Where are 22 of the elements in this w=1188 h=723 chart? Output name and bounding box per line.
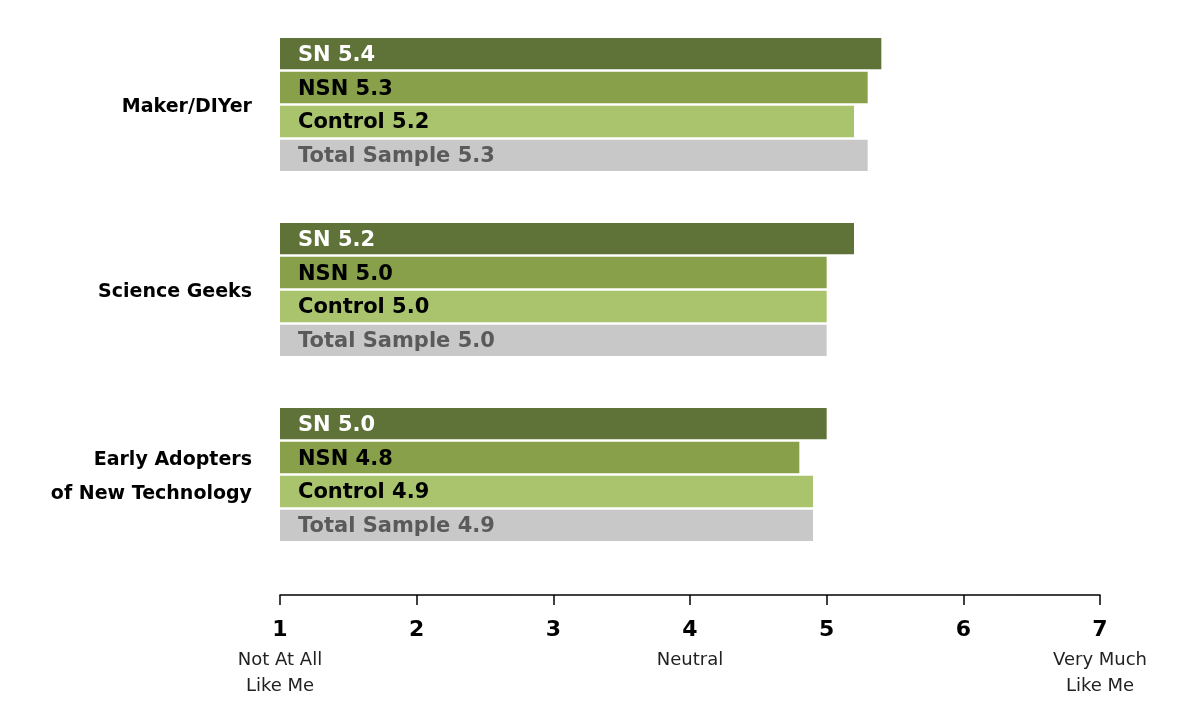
text: Control 4.9 xyxy=(298,479,430,504)
y-tick-label: Early Adopters of New Technology xyxy=(50,446,253,503)
x-tick-label: 6 xyxy=(955,615,971,641)
y-tick-label: Science Geeks xyxy=(98,278,252,301)
text: NSN 4.8 xyxy=(298,445,393,470)
x-tick-label: 4 Neutral xyxy=(656,615,724,669)
text: SN 5.2 xyxy=(298,226,376,251)
x-tick-label: 1 Not At All Like Me xyxy=(237,615,323,695)
text: NSN 5.3 xyxy=(298,75,393,100)
text: Total Sample 4.9 xyxy=(298,513,495,538)
text: NSN 5.0 xyxy=(298,260,393,285)
x-tick-label: 5 xyxy=(819,615,835,641)
x-tick-label: 3 xyxy=(545,615,561,641)
text: Total Sample 5.0 xyxy=(298,328,495,353)
y-tick-label: Maker/DIYer xyxy=(121,93,253,116)
text: SN 5.4 xyxy=(298,41,376,66)
x-tick-label: 2 xyxy=(409,615,425,641)
text: Total Sample 5.3 xyxy=(298,143,495,168)
text: Control 5.0 xyxy=(298,294,430,319)
text: Control 5.2 xyxy=(298,109,430,134)
text: SN 5.0 xyxy=(298,411,376,436)
x-tick-label: 7 Very Much Like Me xyxy=(1052,615,1148,695)
